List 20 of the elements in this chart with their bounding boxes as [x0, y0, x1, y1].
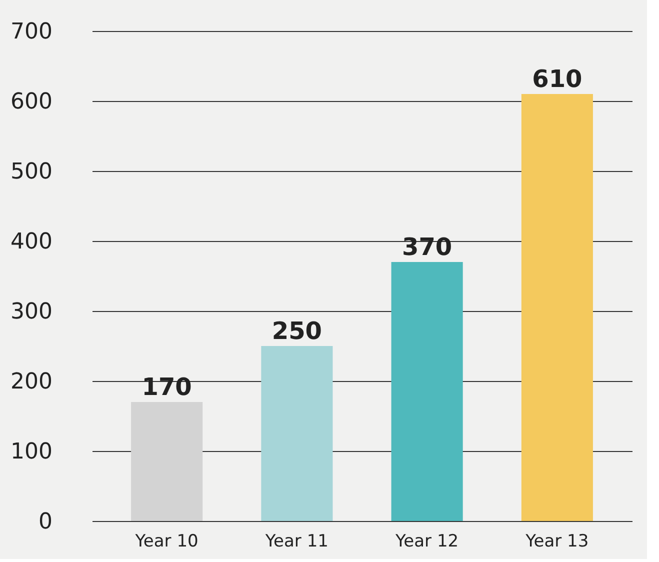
y-tick-label: 300	[10, 300, 52, 324]
data-label: 610	[532, 65, 582, 93]
y-tick-label: 100	[10, 440, 52, 464]
x-tick-label: Year 13	[524, 532, 589, 552]
y-tick-label: 0	[38, 510, 52, 534]
x-tick-label: Year 12	[394, 532, 459, 552]
y-tick-label: 700	[10, 20, 52, 44]
y-tick-label: 500	[10, 160, 52, 184]
bar	[521, 94, 593, 521]
data-label: 370	[402, 233, 452, 261]
x-tick-label: Year 11	[264, 532, 328, 552]
y-tick-label: 400	[10, 230, 52, 254]
x-tick-label: Year 10	[134, 532, 198, 552]
bar	[391, 262, 463, 521]
y-tick-label: 200	[10, 370, 52, 394]
bar	[131, 402, 203, 521]
y-tick-label: 600	[10, 90, 52, 114]
data-label: 170	[142, 373, 192, 401]
bar	[261, 346, 333, 521]
data-label: 250	[272, 317, 322, 345]
